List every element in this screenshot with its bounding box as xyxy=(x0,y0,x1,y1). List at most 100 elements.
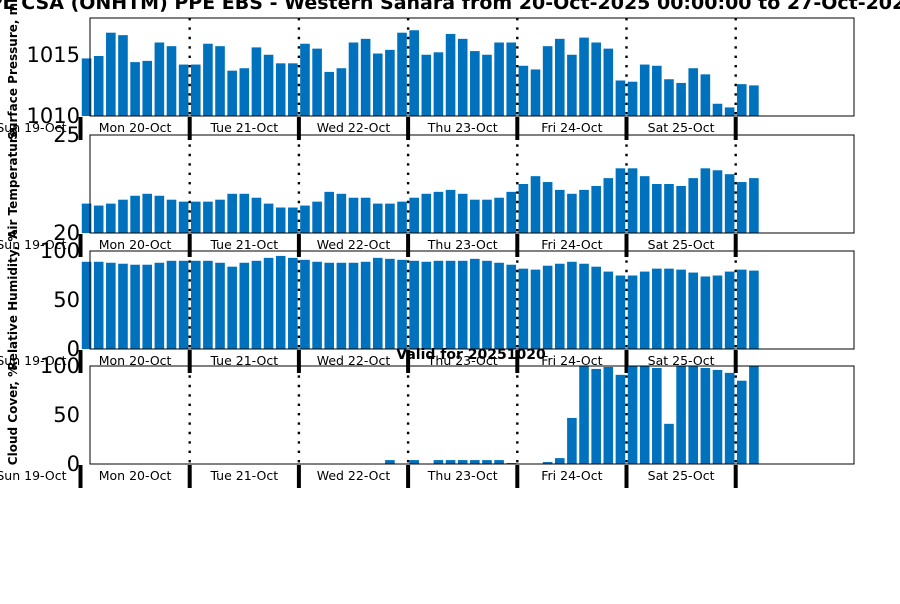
bar-p2-47 xyxy=(639,176,650,233)
bar-p3-6 xyxy=(142,264,153,349)
bar-p3-25 xyxy=(372,257,383,349)
bar-p1-23 xyxy=(348,42,359,116)
bar-p3-20 xyxy=(312,261,322,349)
bar-p3-27 xyxy=(397,259,407,349)
bar-p2-39 xyxy=(542,182,553,233)
bar-p2-11 xyxy=(203,201,213,233)
bar-p2-19 xyxy=(300,205,310,233)
x-day-label-p1-5: Fri 24-Oct xyxy=(541,120,602,135)
bar-p3-2 xyxy=(93,261,104,349)
bar-p3-35 xyxy=(494,262,504,349)
bar-p1-20 xyxy=(312,48,322,117)
plot-frame-p4 xyxy=(89,365,855,465)
bar-p1-21 xyxy=(324,71,335,116)
bar-p1-4 xyxy=(118,35,128,116)
bar-p1-53 xyxy=(712,103,723,116)
x-day-label-p2-5: Fri 24-Oct xyxy=(541,237,602,252)
bar-p1-27 xyxy=(397,32,407,117)
bar-p3-54 xyxy=(724,271,735,349)
bar-p2-40 xyxy=(554,189,565,233)
bar-p4-49 xyxy=(664,423,674,464)
bar-p3-37 xyxy=(518,268,529,349)
bar-p2-43 xyxy=(591,185,601,233)
bar-p1-26 xyxy=(385,49,395,116)
bar-p3-11 xyxy=(203,260,213,349)
bar-p4-50 xyxy=(676,366,686,464)
bar-p1-29 xyxy=(421,54,432,116)
bar-p2-14 xyxy=(239,193,250,233)
bar-p1-9 xyxy=(178,64,189,116)
bar-p1-43 xyxy=(591,42,601,116)
bar-p3-10 xyxy=(190,260,201,349)
bar-p1-46 xyxy=(627,81,638,116)
y-tick-label-p2-1: 20 xyxy=(53,221,80,245)
bar-p4-55 xyxy=(736,380,747,464)
bar-p4-56 xyxy=(749,366,759,464)
bar-p1-13 xyxy=(227,70,237,116)
bar-p4-35 xyxy=(494,460,504,464)
bar-p2-34 xyxy=(482,199,492,233)
bar-p2-8 xyxy=(166,199,177,233)
x-day-label-p2-2: Tue 21-Oct xyxy=(209,237,278,252)
bar-p3-51 xyxy=(688,272,699,349)
bar-p2-36 xyxy=(506,191,517,233)
bar-p3-3 xyxy=(106,262,116,349)
bar-p2-41 xyxy=(567,193,577,233)
bar-p1-30 xyxy=(433,52,444,116)
bar-p1-32 xyxy=(457,38,468,116)
x-day-label-p2-1: Mon 20-Oct xyxy=(99,237,172,252)
bar-p4-43 xyxy=(591,368,601,464)
bar-p3-17 xyxy=(275,255,286,349)
x-day-label-p4-2: Tue 21-Oct xyxy=(209,468,278,483)
bar-p1-11 xyxy=(203,43,213,117)
bar-p4-26 xyxy=(385,460,395,464)
x-day-label-p3-1: Mon 20-Oct xyxy=(99,353,172,368)
bar-p1-10 xyxy=(190,64,201,116)
bar-p1-40 xyxy=(554,38,565,116)
x-day-label-p4-3: Wed 22-Oct xyxy=(317,468,391,483)
bar-p2-15 xyxy=(251,197,262,233)
bar-p3-39 xyxy=(542,265,553,349)
x-day-label-p2-4: Thu 23-Oct xyxy=(427,237,498,252)
bar-p3-53 xyxy=(712,275,723,349)
bar-p2-10 xyxy=(190,201,201,233)
bar-p2-24 xyxy=(360,197,371,233)
chart-panel-3: 0 50 100 Relative Humidity, %Sun 19-Oct Mon … xyxy=(0,230,855,373)
y-tick-label-p4-2: 50 xyxy=(53,403,80,427)
bar-p2-17 xyxy=(275,207,286,233)
y-tick-label-p3-1: 0 xyxy=(67,337,80,361)
bar-p3-15 xyxy=(251,260,262,349)
bar-p1-39 xyxy=(542,46,553,116)
bar-p3-47 xyxy=(639,271,650,349)
bar-p2-56 xyxy=(749,178,759,233)
bar-p2-12 xyxy=(215,199,225,233)
bar-p2-18 xyxy=(288,207,298,233)
bar-p3-5 xyxy=(130,264,140,349)
bar-p1-42 xyxy=(579,37,589,116)
bar-p1-37 xyxy=(518,65,529,116)
bar-p4-28 xyxy=(409,460,419,464)
bar-p3-1 xyxy=(81,261,92,349)
bar-p1-8 xyxy=(166,46,177,116)
bar-p1-3 xyxy=(106,32,116,117)
bar-p1-15 xyxy=(251,47,262,116)
bar-p1-51 xyxy=(688,68,699,116)
x-day-label-p1-4: Thu 23-Oct xyxy=(427,120,498,135)
bar-p3-40 xyxy=(554,263,565,349)
bar-p2-22 xyxy=(336,193,347,233)
bar-p1-25 xyxy=(372,53,383,116)
bar-p1-54 xyxy=(724,107,735,116)
bar-p2-9 xyxy=(178,201,189,233)
bar-p3-52 xyxy=(700,276,711,349)
bar-p1-6 xyxy=(142,60,153,117)
bar-p4-53 xyxy=(712,369,723,464)
x-day-label-p1-1: Mon 20-Oct xyxy=(99,120,172,135)
bar-p4-39 xyxy=(542,462,553,464)
bar-p4-51 xyxy=(688,366,699,464)
bar-p3-31 xyxy=(445,260,456,349)
bar-p1-22 xyxy=(336,68,347,116)
bar-p1-17 xyxy=(275,63,286,116)
bar-p2-45 xyxy=(615,168,626,233)
